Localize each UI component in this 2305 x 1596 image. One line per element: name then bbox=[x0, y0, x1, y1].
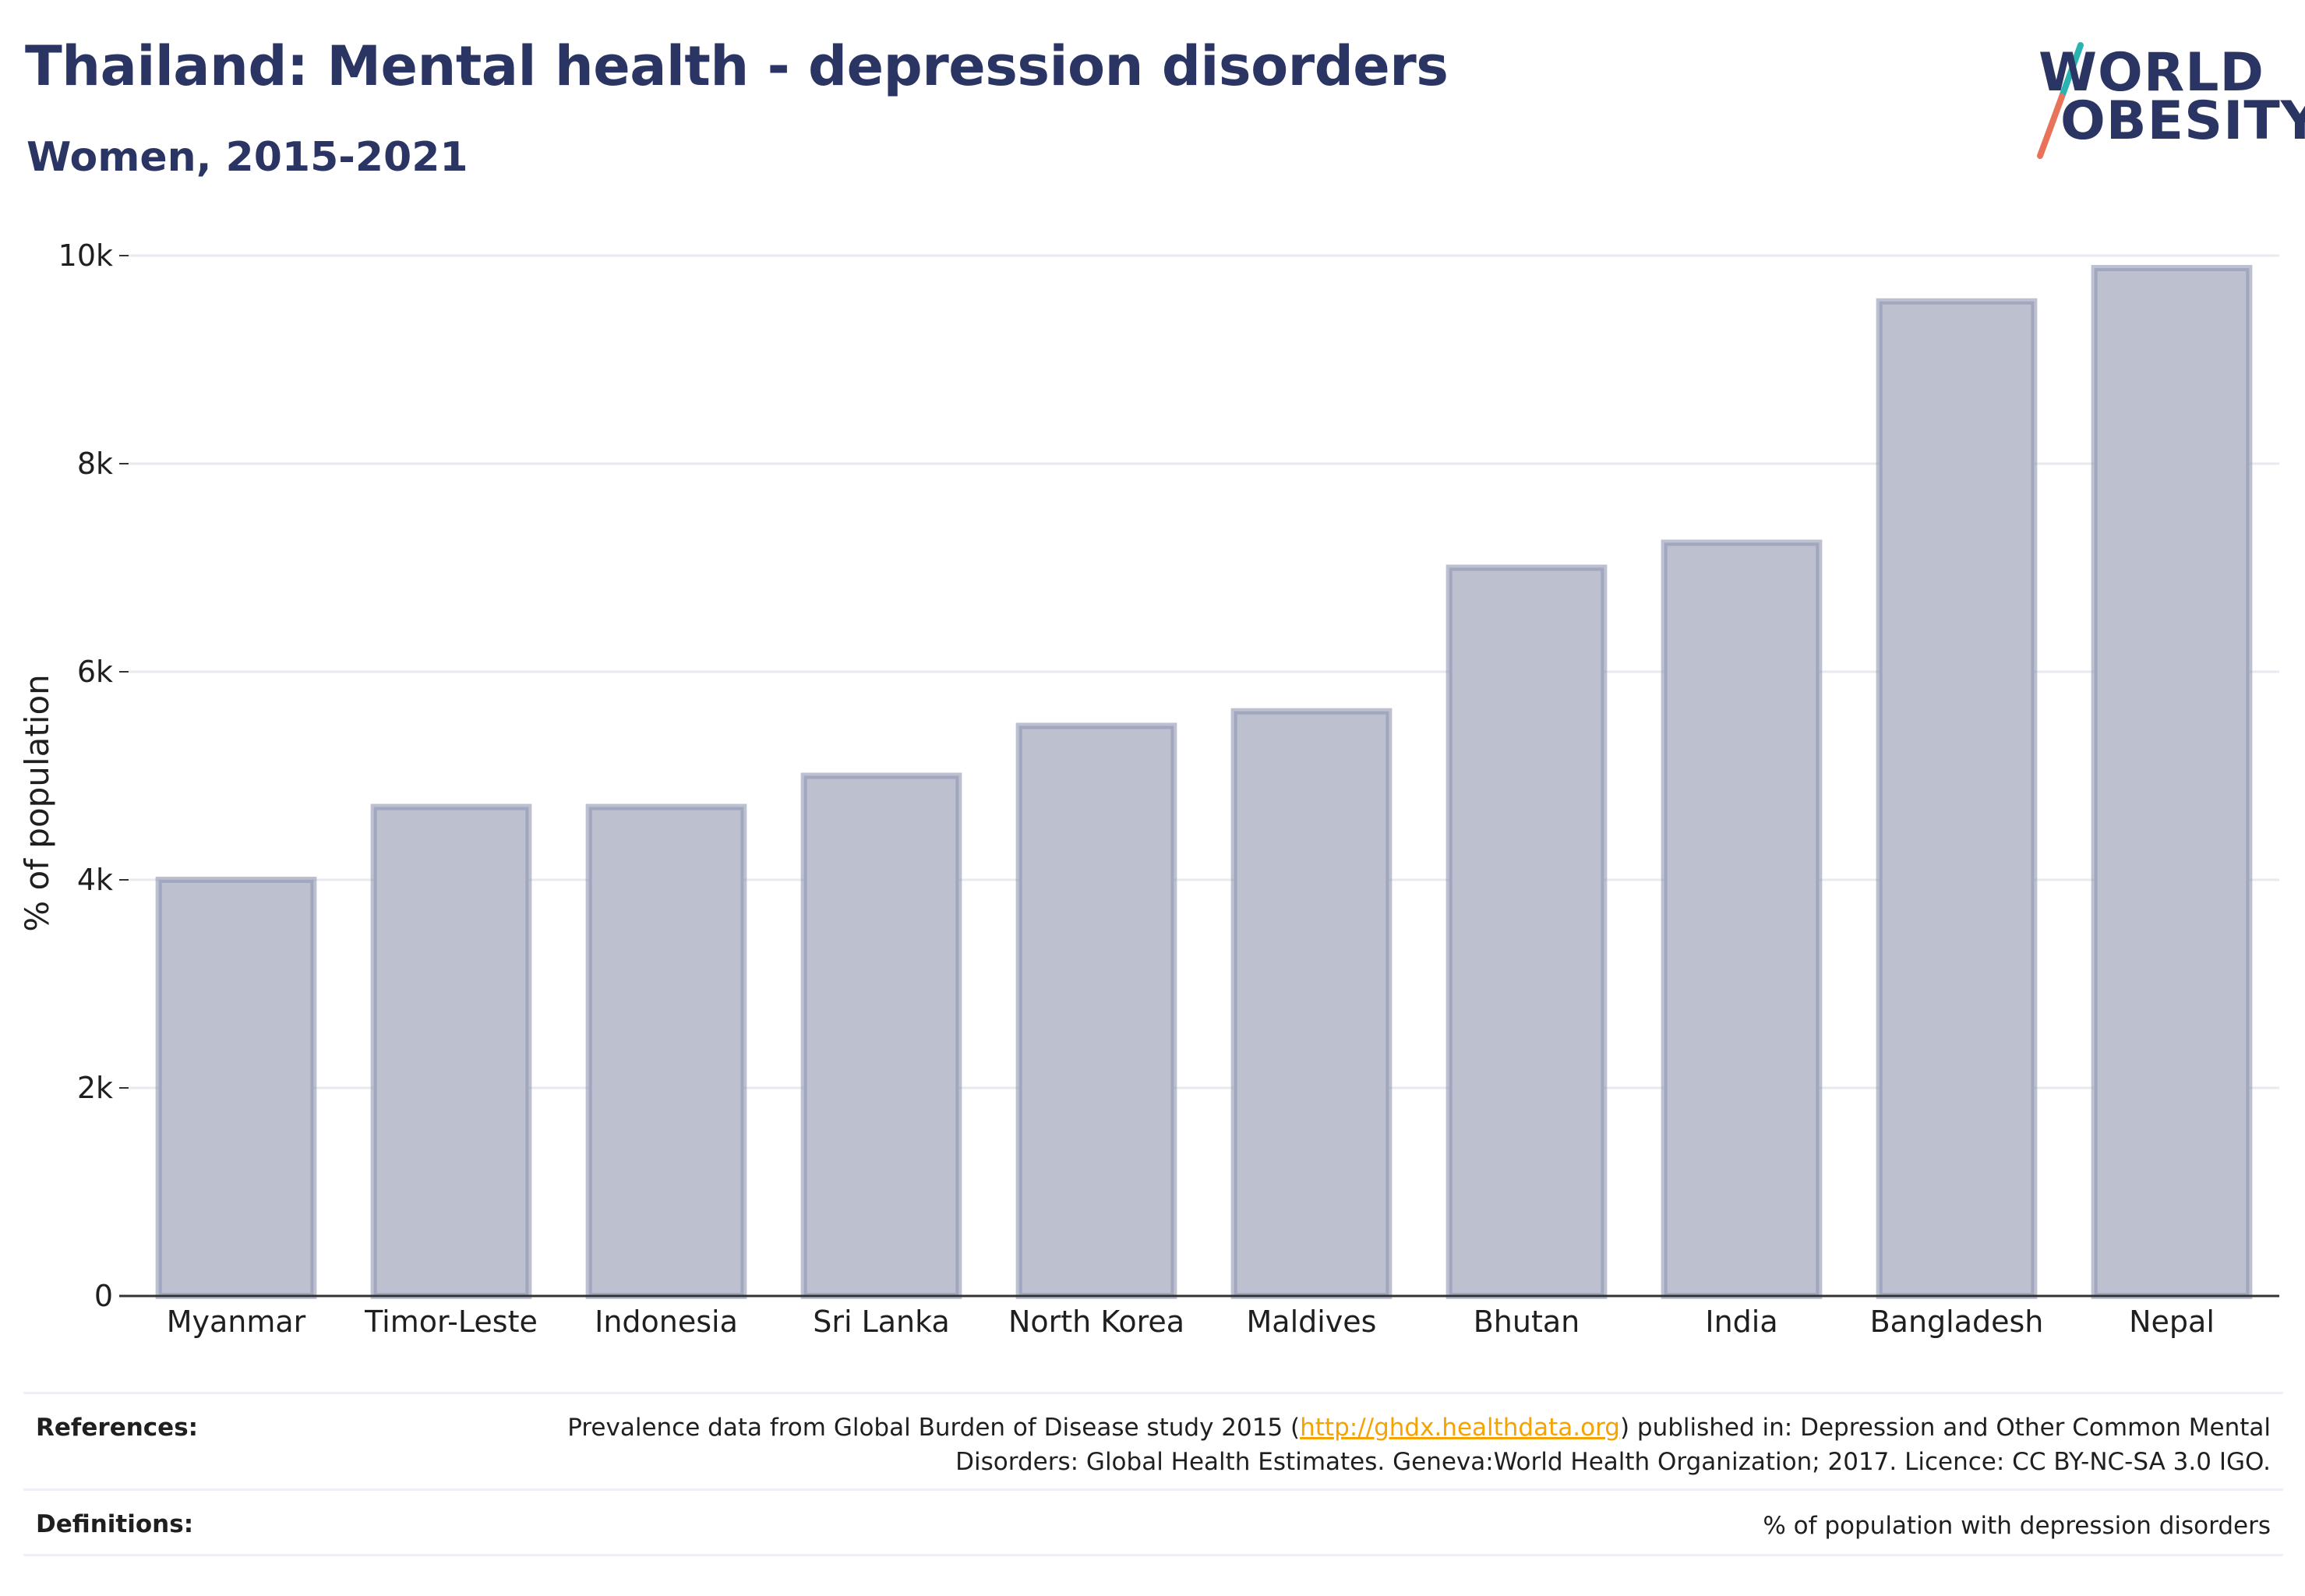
footer-divider-middle bbox=[23, 1488, 2283, 1491]
references-text: Prevalence data from Global Burden of Di… bbox=[478, 1411, 2271, 1479]
logo-text-obesity: OBESITY bbox=[2060, 90, 2305, 152]
bar-timor-leste[interactable] bbox=[370, 803, 532, 1299]
references-label: References: bbox=[36, 1414, 199, 1442]
references-text-before: Prevalence data from Global Burden of Di… bbox=[567, 1414, 1301, 1442]
bar-sri-lanka[interactable] bbox=[800, 772, 962, 1299]
bar-chart: 0 2k 4k 6k 8k 10k Myanmar Timor-Leste Indonesia S… bbox=[18, 238, 2279, 1339]
x-tick-label: North Korea bbox=[1008, 1305, 1184, 1339]
bars bbox=[155, 265, 2253, 1300]
y-tick-label: 0 bbox=[94, 1279, 113, 1313]
references-section: References: Prevalence data from Global … bbox=[23, 1407, 2283, 1485]
x-tick-label: Bangladesh bbox=[1870, 1305, 2044, 1339]
bar-north-korea[interactable] bbox=[1015, 722, 1177, 1299]
bar-indonesia[interactable] bbox=[585, 803, 747, 1299]
x-tick-label: Maldives bbox=[1247, 1305, 1377, 1339]
definitions-section: Definitions: % of population with depres… bbox=[23, 1506, 2283, 1552]
y-tick-label: 8k bbox=[77, 447, 113, 481]
y-tick-label: 4k bbox=[77, 863, 113, 897]
bar-bhutan[interactable] bbox=[1445, 564, 1608, 1299]
x-tick-label: Bhutan bbox=[1474, 1305, 1580, 1339]
bar-india[interactable] bbox=[1661, 539, 1823, 1299]
footer-divider-bottom bbox=[23, 1554, 2283, 1556]
y-axis-title: % of population bbox=[18, 674, 56, 932]
axes: 0 2k 4k 6k 8k 10k Myanmar Timor-Leste Indonesia S… bbox=[58, 238, 2279, 1339]
bar-maldives[interactable] bbox=[1230, 708, 1393, 1299]
y-tick-label: 10k bbox=[58, 238, 113, 273]
x-tick-label: Timor-Leste bbox=[364, 1305, 538, 1339]
definitions-label: Definitions: bbox=[36, 1510, 194, 1538]
footer-divider-top bbox=[23, 1392, 2283, 1394]
y-tick-label: 6k bbox=[77, 655, 113, 689]
x-tick-label: Nepal bbox=[2129, 1305, 2215, 1339]
bar-nepal[interactable] bbox=[2091, 265, 2253, 1299]
logo-text-world: WORLD bbox=[2038, 42, 2264, 104]
page-subtitle: Women, 2015-2021 bbox=[26, 134, 468, 181]
x-tick-label: Myanmar bbox=[167, 1305, 306, 1339]
references-text-after: ) published in: Depression and Other Com… bbox=[955, 1414, 2271, 1476]
page-title: Thailand: Mental health - depression dis… bbox=[25, 34, 1449, 98]
definitions-text: % of population with depression disorder… bbox=[1763, 1512, 2271, 1540]
references-link[interactable]: http://ghdx.healthdata.org bbox=[1300, 1414, 1620, 1442]
x-tick-label: Indonesia bbox=[595, 1305, 738, 1339]
bar-bangladesh[interactable] bbox=[1876, 298, 2038, 1300]
y-tick-label: 2k bbox=[77, 1071, 113, 1105]
logo-slash-icon bbox=[2037, 42, 2084, 159]
x-tick-label: India bbox=[1705, 1305, 1777, 1339]
world-obesity-logo: WORLD OBESITY bbox=[2026, 22, 2305, 170]
x-tick-label: Sri Lanka bbox=[813, 1305, 950, 1339]
bar-myanmar[interactable] bbox=[155, 877, 317, 1299]
